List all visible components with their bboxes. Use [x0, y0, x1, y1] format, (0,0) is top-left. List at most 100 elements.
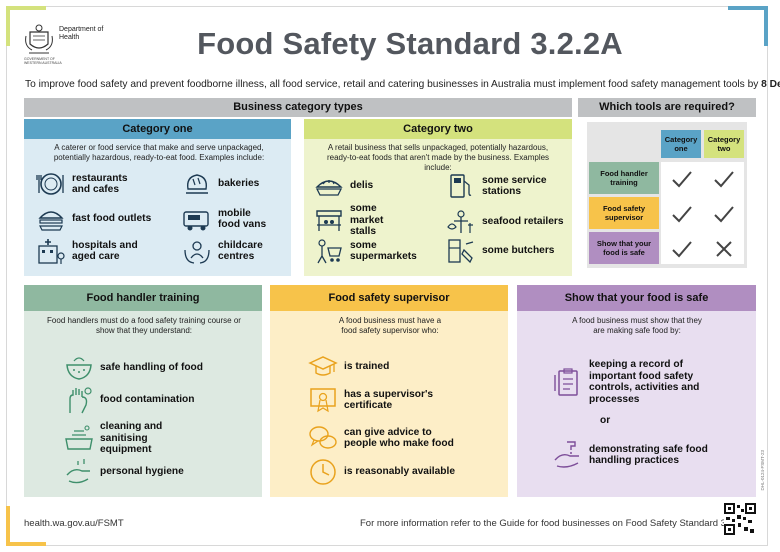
bread-icon	[186, 174, 208, 194]
category-two-title: Category two	[304, 119, 572, 139]
item-label: food contamination	[100, 394, 195, 406]
edge-decoration	[728, 6, 768, 10]
category-two-text: A retail business that sells unpackaged,…	[326, 143, 550, 172]
safe-text: A food business must show that they are …	[572, 316, 702, 335]
item-available: is reasonably available	[308, 457, 455, 487]
item-contamination: food contamination	[64, 385, 195, 415]
category-two-panel: Category two A retail business that sell…	[304, 119, 572, 276]
item-seafood: seafood retailers	[446, 207, 564, 237]
item-label: childcare centres	[218, 239, 263, 263]
graduation-cap-icon	[308, 356, 338, 376]
colander-icon	[66, 357, 92, 380]
row-food-handler: Food handler training	[589, 162, 659, 194]
supermarket-icon	[317, 239, 342, 264]
marks-area	[661, 162, 744, 264]
item-label: is trained	[344, 361, 390, 373]
item-advice: can give advice to people who make food	[308, 423, 462, 453]
clock-icon	[310, 459, 336, 485]
category-one-panel: Category one A caterer or food service t…	[24, 119, 291, 276]
check-icon	[662, 162, 702, 195]
qr-code-icon	[724, 503, 756, 535]
training-title: Food handler training	[24, 285, 262, 311]
item-label: demonstrating safe food handling practic…	[589, 443, 708, 467]
seafood-icon	[447, 210, 473, 233]
market-stall-icon	[316, 210, 342, 232]
item-bakeries: bakeries	[182, 169, 259, 199]
item-label: some service stations	[482, 174, 547, 198]
item-label: cleaning and sanitising equipment	[100, 421, 163, 455]
logo-line2: Health	[59, 34, 80, 41]
item-butchers: some butchers	[446, 236, 554, 266]
item-label: some supermarkets	[350, 239, 417, 263]
item-market-stalls: some market stalls	[314, 203, 412, 238]
item-hospitals: hospitals and aged care	[36, 236, 142, 266]
fuel-pump-icon	[450, 174, 472, 198]
item-supermarkets: some supermarkets	[314, 236, 420, 266]
supervisor-text: A food business must have a food safety …	[338, 316, 442, 335]
deadline-date: 8 December 2023	[761, 79, 780, 90]
intro-text: To improve food safety and prevent foodb…	[25, 79, 780, 90]
row-supervisor: Food safety supervisor	[589, 197, 659, 229]
item-label: restaurants and cafes	[72, 172, 128, 196]
item-trained: is trained	[308, 352, 389, 382]
plate-cutlery-icon	[36, 173, 64, 195]
intro-body: To improve food safety and prevent foodb…	[25, 79, 762, 90]
col-category-one: Category one	[661, 130, 701, 158]
logo-line1: Department of	[59, 26, 104, 33]
logo-sub: GOVERNMENT OF WESTERN AUSTRALIA	[24, 57, 62, 65]
item-certificate: has a supervisor's certificate	[308, 385, 434, 415]
edge-decoration	[6, 6, 10, 46]
cleaning-icon	[65, 425, 93, 450]
edge-decoration	[6, 542, 46, 546]
check-icon	[662, 197, 702, 230]
food-van-icon	[183, 211, 209, 231]
edge-decoration	[764, 6, 768, 46]
website-link[interactable]: health.wa.gov.au/FSMT	[24, 518, 124, 529]
col-category-two: Category two	[704, 130, 744, 158]
hand-wash-icon	[554, 441, 579, 468]
item-label: delis	[350, 180, 374, 192]
business-header: Business category types	[24, 98, 572, 117]
check-icon	[704, 197, 744, 230]
check-icon	[662, 232, 702, 265]
childcare-icon	[184, 241, 210, 264]
item-label: keeping a record of important food safet…	[589, 359, 700, 405]
edge-decoration	[6, 6, 46, 10]
edge-decoration	[6, 506, 10, 546]
training-panel: Food handler training Food handlers must…	[24, 285, 262, 497]
item-label: has a supervisor's certificate	[344, 388, 434, 412]
page-title: Food Safety Standard 3.2.2A	[197, 26, 623, 61]
item-label: safe handling of food	[100, 362, 203, 374]
item-label: bakeries	[218, 178, 260, 190]
pie-icon	[315, 180, 343, 196]
item-label: is reasonably available	[344, 466, 455, 478]
hand-wash-icon	[66, 459, 90, 484]
category-one-title: Category one	[24, 119, 291, 139]
clipboard-icon	[554, 368, 578, 396]
item-fast-food: fast food outlets	[36, 204, 151, 234]
category-one-text: A caterer or food service that make and …	[53, 143, 265, 162]
cross-icon	[704, 232, 744, 265]
item-label: hospitals and aged care	[72, 239, 138, 263]
germ-hand-icon	[69, 387, 92, 414]
item-demonstrate: demonstrating safe food handling practic…	[553, 440, 709, 470]
speech-bubbles-icon	[309, 426, 337, 449]
item-food-vans: mobile food vans	[182, 204, 268, 234]
safe-panel: Show that your food is safe A food busin…	[517, 285, 756, 497]
row-show-safe: Show that your food is safe	[589, 232, 659, 264]
burger-icon	[38, 211, 64, 231]
butcher-icon	[448, 239, 474, 264]
item-childcare: childcare centres	[182, 236, 278, 266]
document-code: DHL-0124-FSMT-23	[760, 450, 765, 491]
item-label: can give advice to people who make food	[344, 426, 454, 450]
item-label: fast food outlets	[72, 213, 152, 225]
health-logo: Department of Health	[24, 22, 103, 58]
item-hygiene: personal hygiene	[64, 457, 184, 487]
item-label: personal hygiene	[100, 466, 184, 478]
item-label: mobile food vans	[218, 207, 267, 231]
supervisor-title: Food safety supervisor	[270, 285, 508, 311]
supervisor-panel: Food safety supervisor A food business m…	[270, 285, 508, 497]
crest-icon	[25, 24, 53, 54]
item-delis: delis	[314, 171, 373, 201]
